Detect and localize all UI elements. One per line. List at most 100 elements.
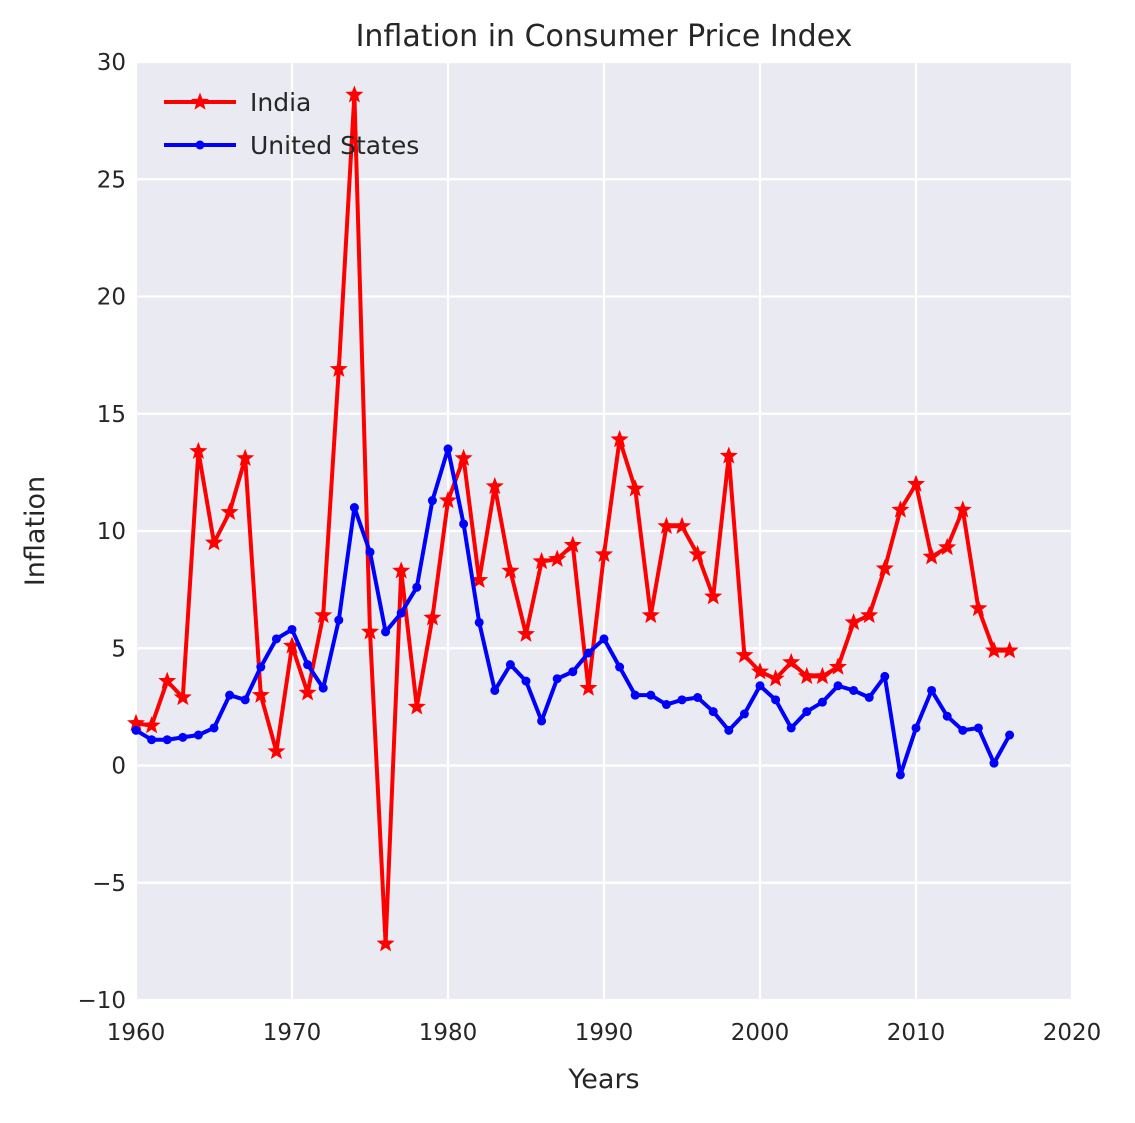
data-point-india [875, 559, 894, 577]
data-point-united-states [989, 758, 999, 768]
data-point-india [797, 666, 816, 685]
data-point-united-states [193, 730, 203, 740]
data-point-india [860, 605, 879, 624]
data-point-india [454, 448, 473, 466]
data-point-united-states [396, 608, 406, 618]
data-point-united-states [724, 725, 734, 735]
data-point-india [594, 544, 614, 563]
data-point-united-states [880, 671, 890, 681]
data-point-united-states [537, 716, 547, 726]
data-point-united-states [240, 695, 250, 705]
grid-lines [134, 60, 1074, 1002]
data-point-india [282, 636, 302, 654]
x-tick-label: 1980 [419, 1020, 478, 1046]
data-point-united-states [162, 735, 172, 745]
data-point-india [626, 479, 645, 497]
y-tick-label: −5 [92, 871, 126, 897]
y-tick-label: 30 [97, 50, 126, 76]
legend: India United States [164, 88, 419, 160]
data-point-india [220, 502, 239, 520]
data-point-india [688, 544, 707, 563]
data-point-united-states [287, 624, 297, 634]
data-point-united-states [412, 582, 422, 592]
data-point-united-states [864, 692, 874, 702]
data-point-united-states [615, 662, 625, 672]
data-point-india [938, 537, 957, 556]
data-point-india [532, 551, 551, 570]
data-point-united-states [646, 690, 656, 700]
data-point-india [329, 359, 348, 377]
data-point-india [376, 934, 395, 952]
data-point-united-states [147, 735, 157, 745]
legend-label-united-states: United States [250, 131, 419, 160]
data-point-india [142, 716, 161, 734]
data-point-india [906, 474, 926, 492]
data-point-india [470, 570, 489, 588]
x-tick-label: 1970 [263, 1020, 322, 1046]
y-axis-title: Inflation [20, 476, 51, 586]
legend-item-united-states: United States [164, 131, 419, 160]
legend-dot-marker-icon [195, 140, 205, 150]
data-point-india [813, 666, 832, 685]
legend-label-india: India [250, 88, 311, 117]
y-tick-label: −10 [77, 988, 126, 1014]
data-point-united-states [271, 634, 281, 644]
y-tick-label: 25 [97, 167, 126, 193]
data-point-united-states [334, 615, 344, 625]
data-point-india [548, 549, 567, 567]
data-point-india [189, 441, 208, 459]
x-tick-label: 2010 [887, 1020, 946, 1046]
x-tick-label: 2020 [1043, 1020, 1102, 1046]
data-point-united-states [583, 648, 593, 658]
data-point-india [922, 547, 941, 565]
data-point-india [314, 605, 333, 624]
data-point-united-states [958, 725, 968, 735]
data-point-india [579, 678, 598, 696]
data-point-india [719, 446, 738, 464]
data-point-united-states [927, 685, 937, 695]
data-point-united-states [131, 725, 141, 735]
data-point-india [204, 533, 224, 551]
data-point-india [563, 535, 582, 553]
data-point-india [236, 448, 255, 466]
series-india [126, 85, 1019, 952]
data-point-united-states [349, 503, 359, 513]
data-point-india [360, 622, 380, 640]
data-point-united-states [225, 690, 235, 700]
data-point-india [251, 685, 270, 703]
data-point-india [423, 608, 442, 626]
data-point-india [298, 683, 317, 701]
data-point-united-states [630, 690, 640, 700]
data-point-united-states [459, 519, 469, 529]
y-tick-label: 15 [97, 402, 126, 428]
data-point-united-states [693, 692, 703, 702]
data-point-india [158, 671, 177, 689]
data-point-united-states [895, 770, 905, 780]
data-point-united-states [427, 496, 437, 506]
data-point-india [704, 587, 723, 605]
data-point-india [953, 500, 972, 518]
data-point-united-states [817, 697, 827, 707]
data-point-india [672, 516, 692, 534]
data-point-united-states [318, 683, 328, 693]
data-point-india [345, 85, 364, 103]
data-point-united-states [552, 674, 562, 684]
x-tick-label: 2000 [731, 1020, 790, 1046]
legend-item-india: India [164, 88, 311, 117]
data-point-united-states [661, 700, 671, 710]
data-point-india [485, 476, 504, 495]
data-point-india [657, 516, 676, 534]
data-point-india [126, 713, 146, 731]
data-point-india [766, 669, 785, 687]
data-point-india [407, 697, 426, 715]
data-point-united-states [599, 634, 609, 644]
data-point-united-states [443, 444, 453, 454]
data-point-united-states [505, 660, 515, 670]
data-point-united-states [677, 695, 687, 705]
data-point-india [891, 500, 910, 518]
data-point-united-states [209, 723, 219, 733]
data-point-united-states [490, 685, 500, 695]
data-point-india [392, 561, 411, 579]
series-layer [126, 85, 1019, 952]
